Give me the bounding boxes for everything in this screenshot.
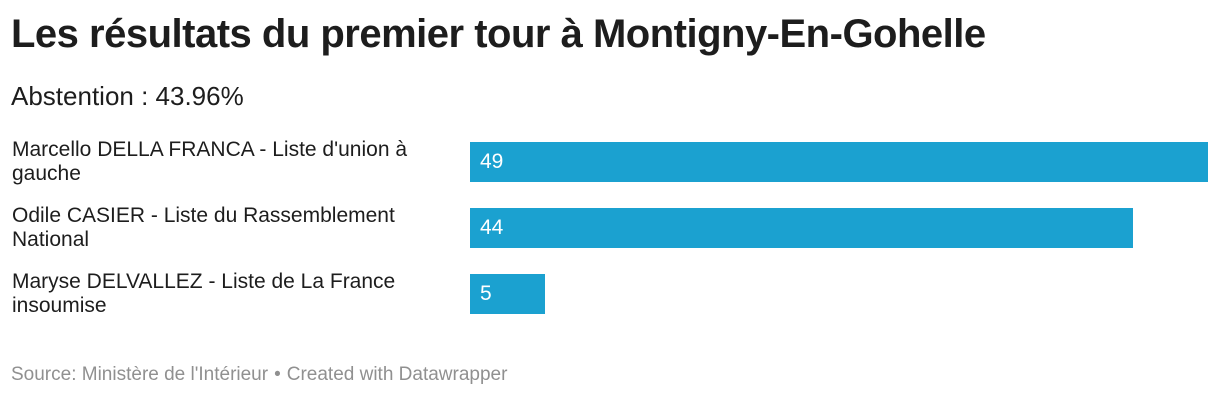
chart-title: Les résultats du premier tour à Montigny… bbox=[11, 12, 986, 56]
chart-footer: Source: Ministère de l'Intérieur • Created… bbox=[11, 364, 507, 386]
source-note: Source: Ministère de l'Intérieur bbox=[11, 364, 269, 385]
chart-subtitle: Abstention : 43.96% bbox=[11, 81, 244, 111]
value-label: 44 bbox=[480, 216, 504, 239]
bar bbox=[470, 142, 1208, 182]
bar bbox=[470, 274, 546, 314]
category-label: Odile CASIER - Liste du Rassemblement Na… bbox=[12, 204, 395, 251]
credit-link[interactable]: Created with Datawrapper bbox=[286, 364, 508, 385]
category-label: Maryse DELVALLEZ - Liste de La France in… bbox=[12, 270, 396, 317]
value-label: 49 bbox=[480, 150, 504, 173]
footer-separator: • bbox=[274, 364, 281, 385]
value-label: 5 bbox=[480, 282, 492, 305]
category-label: Marcello DELLA FRANCA - Liste d'union à … bbox=[12, 138, 408, 185]
bar bbox=[470, 208, 1133, 248]
